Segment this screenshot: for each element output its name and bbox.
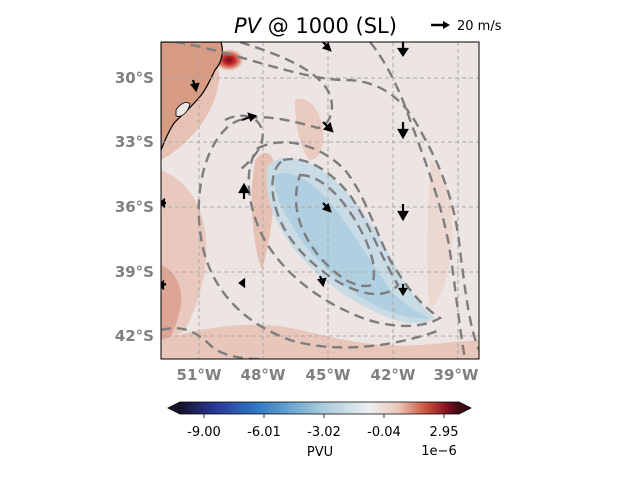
lon-tick: 42°W [371, 366, 416, 384]
colorbar-tick-label: -9.00 [187, 425, 221, 440]
plot-title: PV @ 1000 (SL) [234, 14, 397, 38]
pv-positive-east-patch [427, 160, 453, 310]
colorbar-tick-label: -0.04 [367, 425, 401, 440]
contour-2 [197, 42, 441, 349]
lat-tick: 30°S [115, 69, 154, 87]
wind-vector [316, 275, 327, 288]
pv-negative-band-core [274, 173, 430, 319]
wind-vector [397, 122, 409, 140]
colorbar-tick-label: -6.01 [247, 425, 281, 440]
wind-vector [321, 42, 332, 52]
colorbar-tick-label: 2.95 [430, 425, 459, 440]
pv-positive-north-patch [295, 98, 324, 160]
title-rest: @ 1000 (SL) [261, 14, 397, 38]
colorbar-exponent: 1e−6 [421, 444, 456, 459]
lon-tick: 39°W [434, 366, 479, 384]
land-lagoon [175, 102, 191, 117]
lat-tick: 36°S [115, 198, 154, 216]
lat-tick: 42°S [115, 327, 154, 345]
wind-vector [189, 79, 200, 93]
colorbar-extend-low [168, 402, 180, 414]
colorbar-extend-high [459, 402, 471, 414]
wind-vectors [161, 42, 410, 297]
lat-tick-labels: 30°S 33°S 36°S 39°S 42°S [115, 69, 154, 345]
wind-vector [398, 284, 408, 297]
contour-5 [294, 173, 376, 288]
wind-vector [321, 202, 332, 213]
contour-6 [369, 42, 467, 359]
lon-tick: 45°W [306, 366, 351, 384]
lat-tick: 33°S [115, 133, 154, 151]
colorbar-body [180, 402, 459, 414]
wind-vector [241, 112, 258, 123]
wind-vector [161, 197, 166, 209]
colorbar-label: PVU [307, 445, 333, 460]
map-frame [160, 41, 480, 360]
land-coast [161, 42, 223, 151]
pv-positive-south-band [161, 324, 479, 359]
wind-vector [238, 182, 250, 199]
lon-tick-labels: 51°W 48°W 45°W 42°W 39°W [177, 366, 479, 384]
contours [161, 42, 479, 359]
wind-vector [397, 204, 409, 222]
map-panel [161, 42, 479, 359]
quiver-key-label: 20 m/s [457, 19, 502, 34]
contour-7 [161, 326, 261, 359]
colorbar-outline [167, 401, 472, 415]
quiver-key-arrowhead [443, 21, 450, 29]
wind-vector [396, 42, 410, 57]
lon-tick: 51°W [177, 366, 222, 384]
lat-tick: 39°S [115, 263, 154, 281]
quiver-key: 20 m/s [431, 19, 502, 34]
contour-3 [247, 141, 443, 328]
colorbar-ticks [203, 414, 445, 418]
colorbar: -9.00 -6.01 -3.02 -0.04 2.95 PVU 1e−6 [167, 401, 472, 460]
title-variable: PV [234, 14, 263, 38]
wind-vector [322, 121, 334, 133]
contour-4 [271, 157, 400, 296]
wind-vector [238, 277, 246, 289]
lon-tick: 48°W [241, 366, 286, 384]
colorbar-tick-label: -3.02 [307, 425, 341, 440]
